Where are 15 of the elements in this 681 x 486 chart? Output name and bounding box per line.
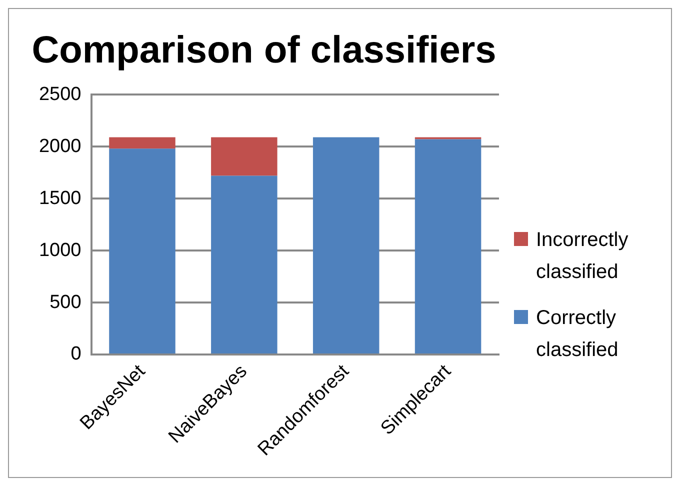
y-tick-label: 500 (50, 292, 82, 313)
y-tick-label: 2500 (38, 84, 82, 105)
bar (414, 139, 482, 354)
legend-label: Correctly classified (536, 306, 620, 363)
y-tick-label: 0 (70, 344, 82, 365)
bar (211, 137, 278, 176)
y-tick-label: 2000 (38, 136, 82, 157)
legend-label: Incorrectly classified (536, 228, 630, 285)
y-tick-label: 1500 (38, 188, 82, 209)
chart-title: Comparison of classifiers (32, 29, 496, 72)
bar (109, 148, 176, 354)
y-tick-label: 1000 (38, 240, 82, 261)
bar (312, 137, 380, 354)
bar (211, 176, 278, 354)
bar (109, 137, 176, 149)
